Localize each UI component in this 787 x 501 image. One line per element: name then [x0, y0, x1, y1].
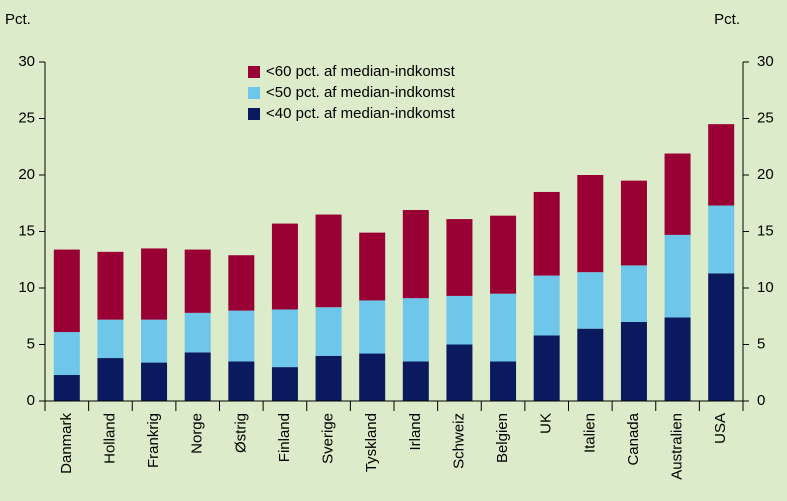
bar-segment	[490, 293, 517, 362]
bar-segment	[141, 319, 168, 363]
x-tick-label: Australien	[669, 413, 686, 480]
bar-segment	[446, 219, 473, 296]
y-tick-label: 15	[18, 222, 35, 239]
bar-segment	[490, 361, 517, 401]
y-axis-label: Pct.	[5, 11, 31, 28]
bar-segment	[53, 249, 80, 333]
bar-segment	[53, 375, 80, 401]
bar-segment	[708, 124, 735, 206]
bar-segment	[359, 300, 386, 354]
bar-segment	[184, 312, 211, 353]
bar-segment	[184, 249, 211, 313]
bar-segment	[664, 153, 691, 235]
bar-segment	[577, 272, 604, 329]
y-tick-label: 30	[18, 53, 35, 70]
y2-tick-label: 25	[757, 109, 774, 126]
bar-segment	[446, 295, 473, 345]
bar-segment	[228, 361, 255, 401]
bar-segment	[533, 275, 560, 336]
legend-swatch	[248, 108, 260, 120]
bar-segment	[141, 362, 168, 401]
y2-tick-label: 20	[757, 166, 774, 183]
x-tick-label: Canada	[625, 412, 642, 465]
bar-segment	[446, 344, 473, 401]
x-tick-label: Holland	[101, 413, 118, 464]
y2-tick-label: 0	[757, 392, 765, 409]
bar-segment	[577, 175, 604, 273]
bar-segment	[359, 232, 386, 301]
bar-segment	[271, 223, 298, 310]
y-tick-label: 25	[18, 109, 35, 126]
bar-segment	[271, 309, 298, 368]
x-tick-label: Finland	[276, 413, 293, 462]
bar-segment	[315, 307, 342, 356]
x-tick-label: Danmark	[58, 413, 75, 474]
y2-tick-label: 30	[757, 53, 774, 70]
bar-segment	[533, 191, 560, 276]
x-tick-label: Frankrig	[145, 413, 162, 468]
bar-segment	[708, 205, 735, 274]
bar-segment	[53, 332, 80, 376]
bar-segment	[402, 298, 429, 362]
y-tick-label: 20	[18, 166, 35, 183]
bar-segment	[141, 248, 168, 320]
bar-segment	[620, 265, 647, 322]
bar-segment	[490, 215, 517, 294]
bar-segment	[533, 335, 560, 401]
legend-swatch	[248, 66, 260, 78]
x-tick-label: Schweiz	[450, 413, 467, 469]
bar-segment	[184, 352, 211, 401]
x-tick-label: Tyskland	[363, 413, 380, 472]
bar-segment	[577, 328, 604, 401]
y-tick-label: 0	[27, 392, 35, 409]
legend-label: <60 pct. af median-indkomst	[266, 63, 456, 80]
x-tick-label: Irland	[407, 413, 424, 451]
bar-segment	[97, 358, 124, 401]
x-tick-label: Norge	[189, 413, 206, 454]
bar-segment	[664, 234, 691, 318]
bar-segment	[228, 310, 255, 362]
x-tick-label: UK	[538, 413, 555, 434]
bar-segment	[620, 321, 647, 401]
x-tick-label: Sverige	[320, 413, 337, 464]
legend-label: <50 pct. af median-indkomst	[266, 84, 456, 101]
x-tick-label: Italien	[581, 413, 598, 453]
y2-axis-label: Pct.	[714, 11, 740, 28]
legend-swatch	[248, 87, 260, 99]
bar-segment	[228, 255, 255, 311]
y2-tick-label: 15	[757, 222, 774, 239]
bar-segment	[315, 355, 342, 401]
bar-segment	[402, 361, 429, 401]
bar-segment	[708, 273, 735, 401]
bar-segment	[620, 180, 647, 266]
y2-tick-label: 5	[757, 335, 765, 352]
bar-segment	[97, 251, 124, 320]
bar-segment	[315, 214, 342, 308]
bar-segment	[271, 367, 298, 401]
bar-segment	[359, 353, 386, 401]
x-tick-label: Belgien	[494, 413, 511, 463]
x-tick-label: USA	[712, 413, 729, 444]
legend-label: <40 pct. af median-indkomst	[266, 105, 456, 122]
bar-segment	[97, 319, 124, 359]
x-tick-label: Østrig	[232, 413, 249, 453]
y2-tick-label: 10	[757, 279, 774, 296]
y-tick-label: 5	[27, 335, 35, 352]
y-tick-label: 10	[18, 279, 35, 296]
bar-segment	[402, 210, 429, 299]
bar-segment	[664, 317, 691, 401]
